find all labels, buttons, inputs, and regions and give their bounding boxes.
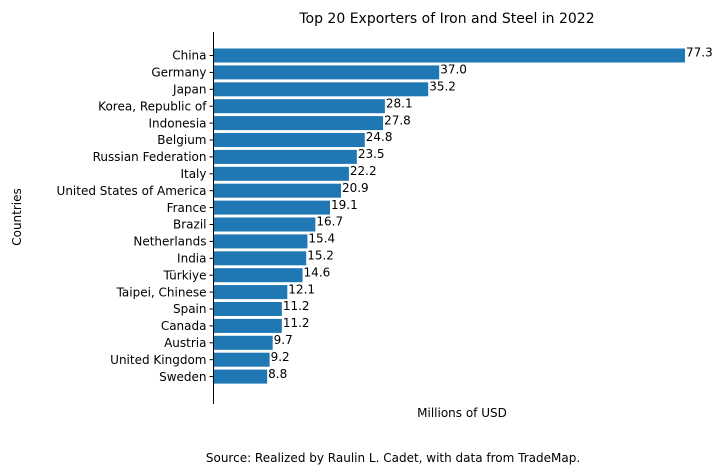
bar-value-label: 15.2 bbox=[307, 249, 334, 263]
bar bbox=[213, 369, 268, 384]
bar-value-label: 15.4 bbox=[308, 232, 335, 246]
y-axis-label: Countries bbox=[10, 188, 24, 246]
bar-value-label: 37.0 bbox=[440, 63, 467, 77]
bar bbox=[213, 302, 282, 316]
bar-value-label: 19.1 bbox=[331, 198, 358, 212]
y-tick-label: Belgium bbox=[157, 133, 206, 147]
y-tick-label: Netherlands bbox=[133, 235, 206, 249]
y-tick-label: United Kingdom bbox=[110, 353, 206, 367]
bar bbox=[213, 268, 303, 283]
bar bbox=[213, 234, 308, 249]
y-tick-label: Italy bbox=[180, 167, 206, 181]
bar-value-label: 14.6 bbox=[304, 265, 331, 279]
bar bbox=[213, 352, 270, 367]
bar-value-label: 23.5 bbox=[358, 147, 385, 161]
bar-value-label: 11.2 bbox=[283, 299, 310, 313]
y-tick-label: Sweden bbox=[159, 370, 206, 384]
bar-value-label: 22.2 bbox=[350, 164, 377, 178]
source-note: Source: Realized by Raulin L. Cadet, wit… bbox=[206, 451, 580, 465]
bar bbox=[213, 200, 330, 215]
y-tick-label: United States of America bbox=[57, 184, 207, 198]
bar bbox=[213, 48, 685, 63]
y-tick-label: Korea, Republic of bbox=[98, 99, 207, 113]
bar-value-label: 8.8 bbox=[268, 367, 287, 381]
bar bbox=[213, 82, 429, 97]
bar bbox=[213, 335, 273, 350]
bar bbox=[213, 166, 349, 181]
bar bbox=[213, 99, 385, 114]
bar-value-label: 28.1 bbox=[386, 96, 413, 110]
y-tick-label: France bbox=[167, 201, 207, 215]
y-tick-label: Spain bbox=[173, 302, 207, 316]
bar-value-label: 16.7 bbox=[316, 215, 343, 229]
y-tick-label: Japan bbox=[172, 83, 206, 97]
y-tick-label: Indonesia bbox=[148, 116, 206, 130]
y-tick-label: Austria bbox=[164, 336, 206, 350]
y-tick-label: Türkiye bbox=[163, 268, 207, 282]
bar bbox=[213, 133, 365, 147]
x-axis-label: Millions of USD bbox=[417, 406, 507, 420]
bar-value-label: 35.2 bbox=[429, 80, 456, 94]
y-tick-label: Germany bbox=[151, 66, 206, 80]
y-tick-label: Brazil bbox=[173, 218, 207, 232]
bar-value-label: 12.1 bbox=[288, 282, 315, 296]
bar bbox=[213, 217, 316, 232]
bar bbox=[213, 183, 341, 198]
chart-title: Top 20 Exporters of Iron and Steel in 20… bbox=[298, 11, 594, 27]
y-tick-label: Russian Federation bbox=[93, 150, 207, 164]
y-tick-label: India bbox=[177, 252, 206, 266]
y-tick-label: Taipei, Chinese bbox=[116, 285, 207, 299]
bar-value-label: 20.9 bbox=[342, 181, 369, 195]
bar bbox=[213, 318, 282, 333]
bar bbox=[213, 65, 440, 80]
bar bbox=[213, 116, 384, 131]
bar-value-label: 9.7 bbox=[274, 333, 293, 347]
plot-area: China 77.3 Germany 37.0 Japan 35.2 Korea, Repu… bbox=[57, 46, 713, 384]
bar bbox=[213, 285, 288, 300]
bar bbox=[213, 251, 307, 266]
y-tick-label: China bbox=[172, 49, 206, 63]
y-tick-label: Canada bbox=[161, 319, 207, 333]
bar bbox=[213, 149, 357, 164]
bar-value-label: 24.8 bbox=[366, 130, 393, 144]
bar-value-label: 77.3 bbox=[686, 46, 713, 60]
bar-value-label: 9.2 bbox=[271, 350, 290, 364]
bar-value-label: 11.2 bbox=[283, 316, 310, 330]
bar-value-label: 27.8 bbox=[384, 113, 411, 127]
